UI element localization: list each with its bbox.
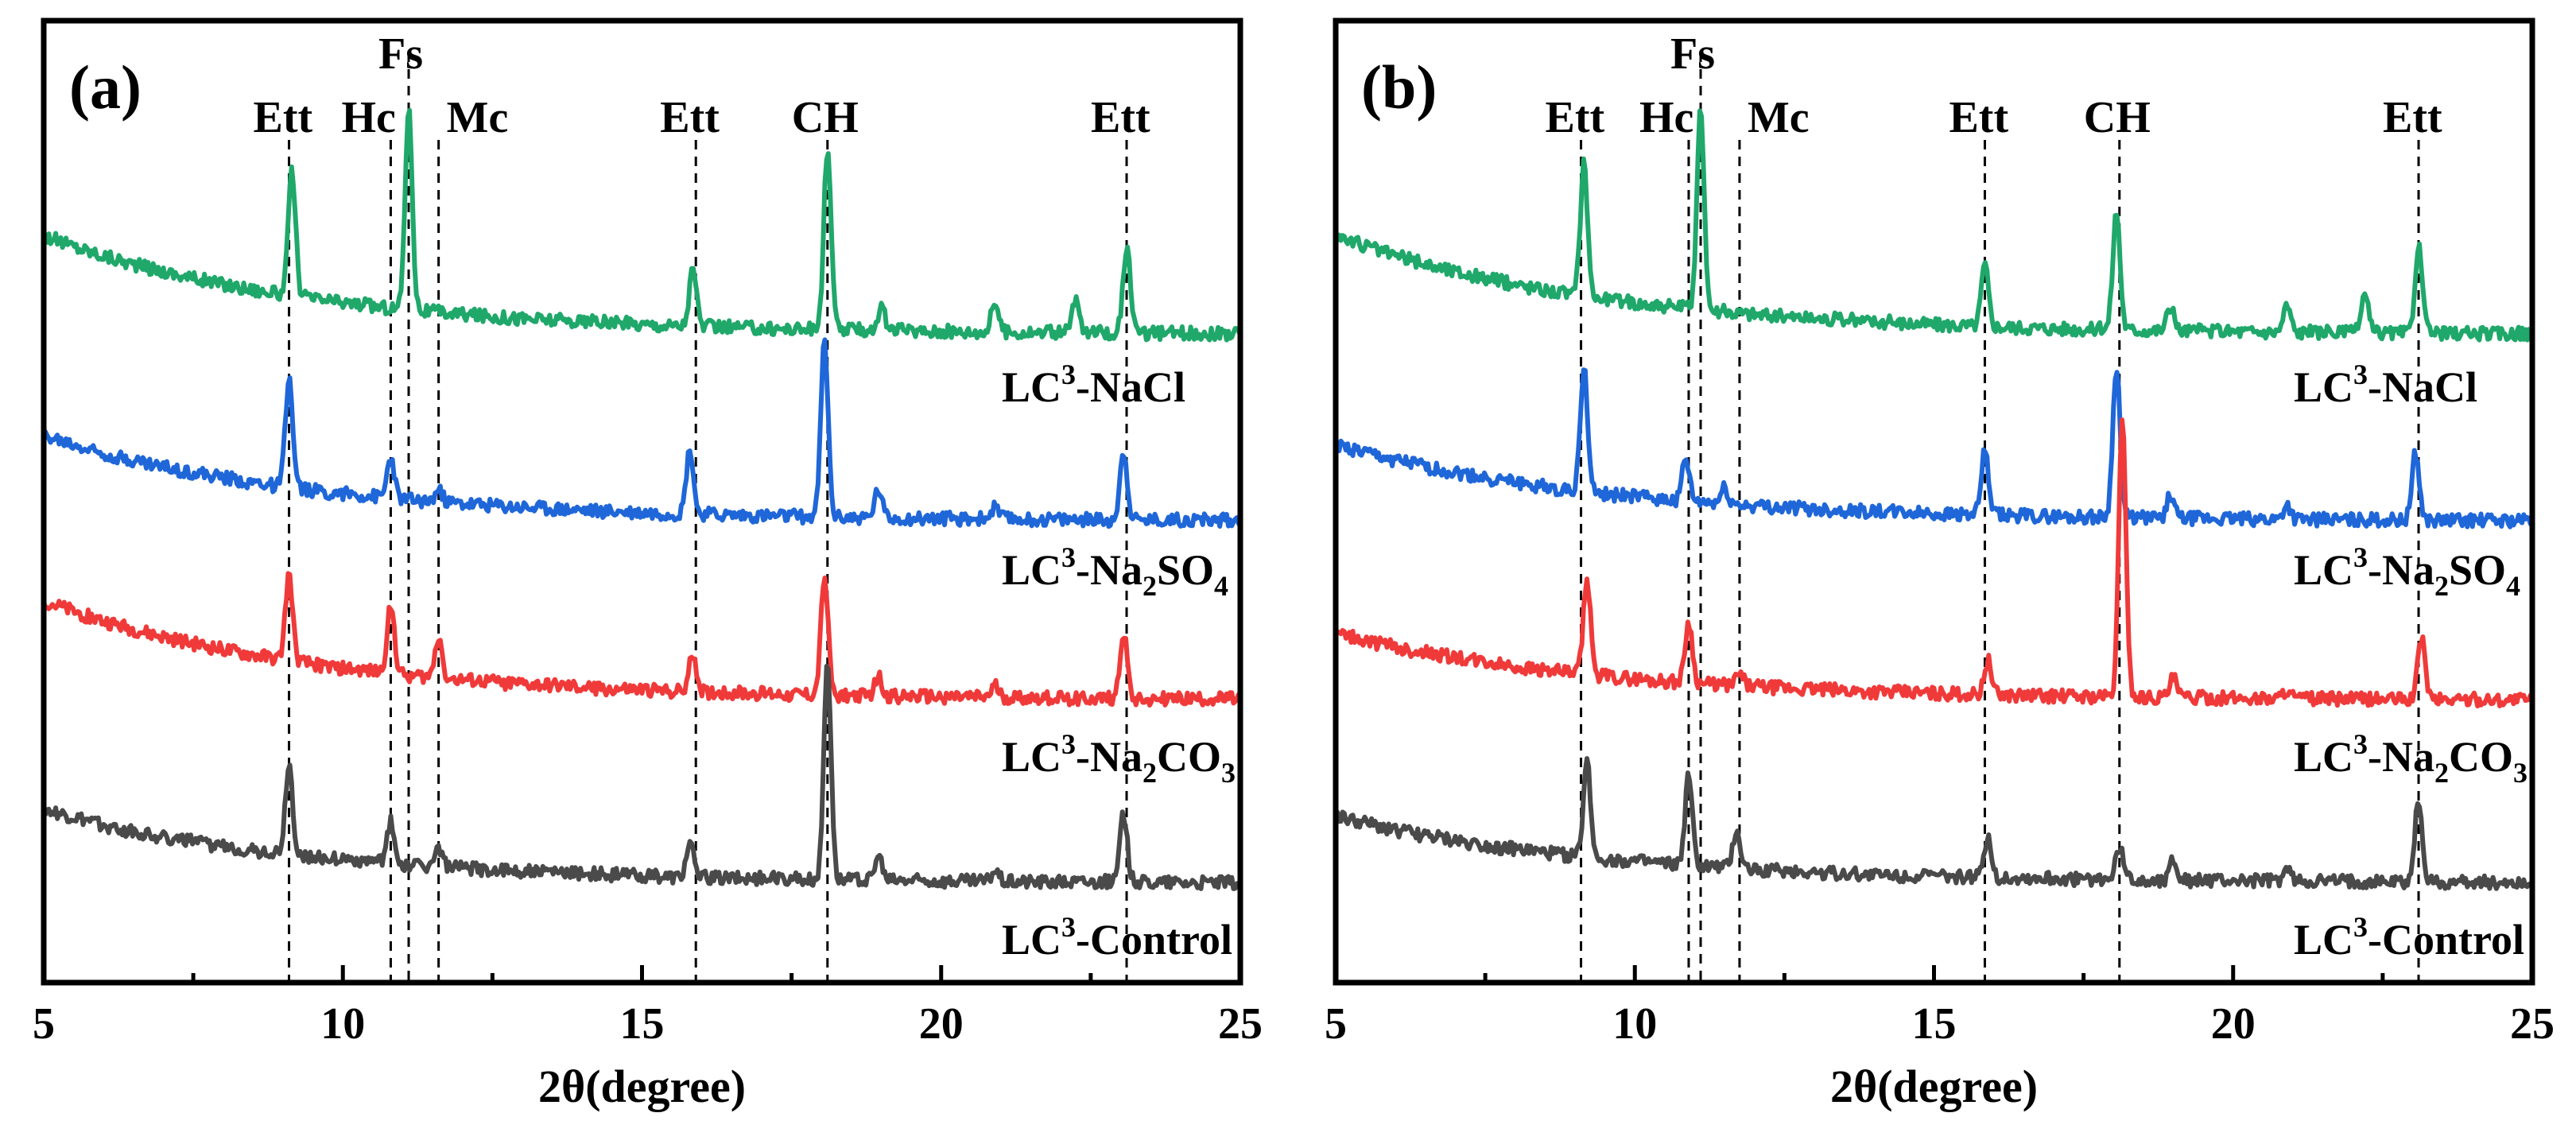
phase-label-hc: Hc <box>341 93 395 142</box>
panel-a: LC3-NaCl LC3-Na2SO4 LC3-Na2CO3 LC3-Control E… <box>33 17 1263 1112</box>
series-line-LC³-Na₂SO₄ <box>1333 367 2535 529</box>
panel-label: (b) <box>1361 52 1437 122</box>
series-line-LC³-Control <box>1333 756 2535 891</box>
series-label: LC3-Na2CO3 <box>1002 728 1236 789</box>
x-tick-label: 25 <box>1218 999 1263 1049</box>
series-label: LC3-Na2SO4 <box>1002 541 1228 602</box>
series-label: LC3-NaCl <box>1002 359 1185 411</box>
x-axis-title: 2θ(degree) <box>1830 1061 2038 1112</box>
phase-label-mc: Mc <box>447 93 509 142</box>
phase-label-ett: Ett <box>2383 93 2442 142</box>
phase-label-ett: Ett <box>254 93 313 142</box>
series-label: LC3-NaCl <box>2294 359 2477 411</box>
series-line-LC³-Na₂CO₃ <box>41 571 1242 708</box>
plot-frame <box>1333 17 2535 986</box>
x-axis-title: 2θ(degree) <box>538 1061 746 1112</box>
phase-label-hc: Hc <box>1639 93 1693 142</box>
x-tick-label: 10 <box>320 999 365 1049</box>
panel-label: (a) <box>69 52 142 122</box>
x-tick-label: 25 <box>2510 999 2555 1049</box>
x-tick-label: 5 <box>33 999 55 1049</box>
series-label: LC3-Control <box>1002 911 1232 964</box>
x-tick-label: 10 <box>1612 999 1657 1049</box>
x-tick-label: 15 <box>620 999 665 1049</box>
phase-label-mc: Mc <box>1748 93 1810 142</box>
phase-label-ett: Ett <box>1949 93 2008 142</box>
series-line-LC³-Na₂CO₃ <box>1333 417 2533 709</box>
x-tick-label: 20 <box>2211 999 2256 1049</box>
phase-label-fs: Fs <box>378 29 423 79</box>
x-tick-label: 20 <box>919 999 964 1049</box>
panel-b: LC3-NaCl LC3-Na2SO4 LC3-Na2CO3 LC3-Control E… <box>1325 17 2555 1112</box>
series-label: LC3-Control <box>2294 911 2524 964</box>
series-line-LC³-NaCl <box>1334 108 2535 343</box>
phase-label-fs: Fs <box>1670 29 1715 79</box>
series-line-LC³-Na₂SO₄ <box>43 337 1243 529</box>
phase-label-ett: Ett <box>1546 93 1605 142</box>
plot-frame <box>41 17 1243 986</box>
phase-label-ch: CH <box>2084 93 2151 142</box>
series-line-LC³-Control <box>42 663 1242 891</box>
series-line-LC³-NaCl <box>41 107 1243 343</box>
phase-label-ett: Ett <box>660 93 720 142</box>
phase-label-ett: Ett <box>1091 93 1150 142</box>
x-tick-label: 5 <box>1325 999 1347 1049</box>
phase-label-ch: CH <box>792 93 859 142</box>
series-label: LC3-Na2SO4 <box>2294 541 2520 602</box>
series-label: LC3-Na2CO3 <box>2294 728 2528 789</box>
x-tick-label: 15 <box>1912 999 1957 1049</box>
